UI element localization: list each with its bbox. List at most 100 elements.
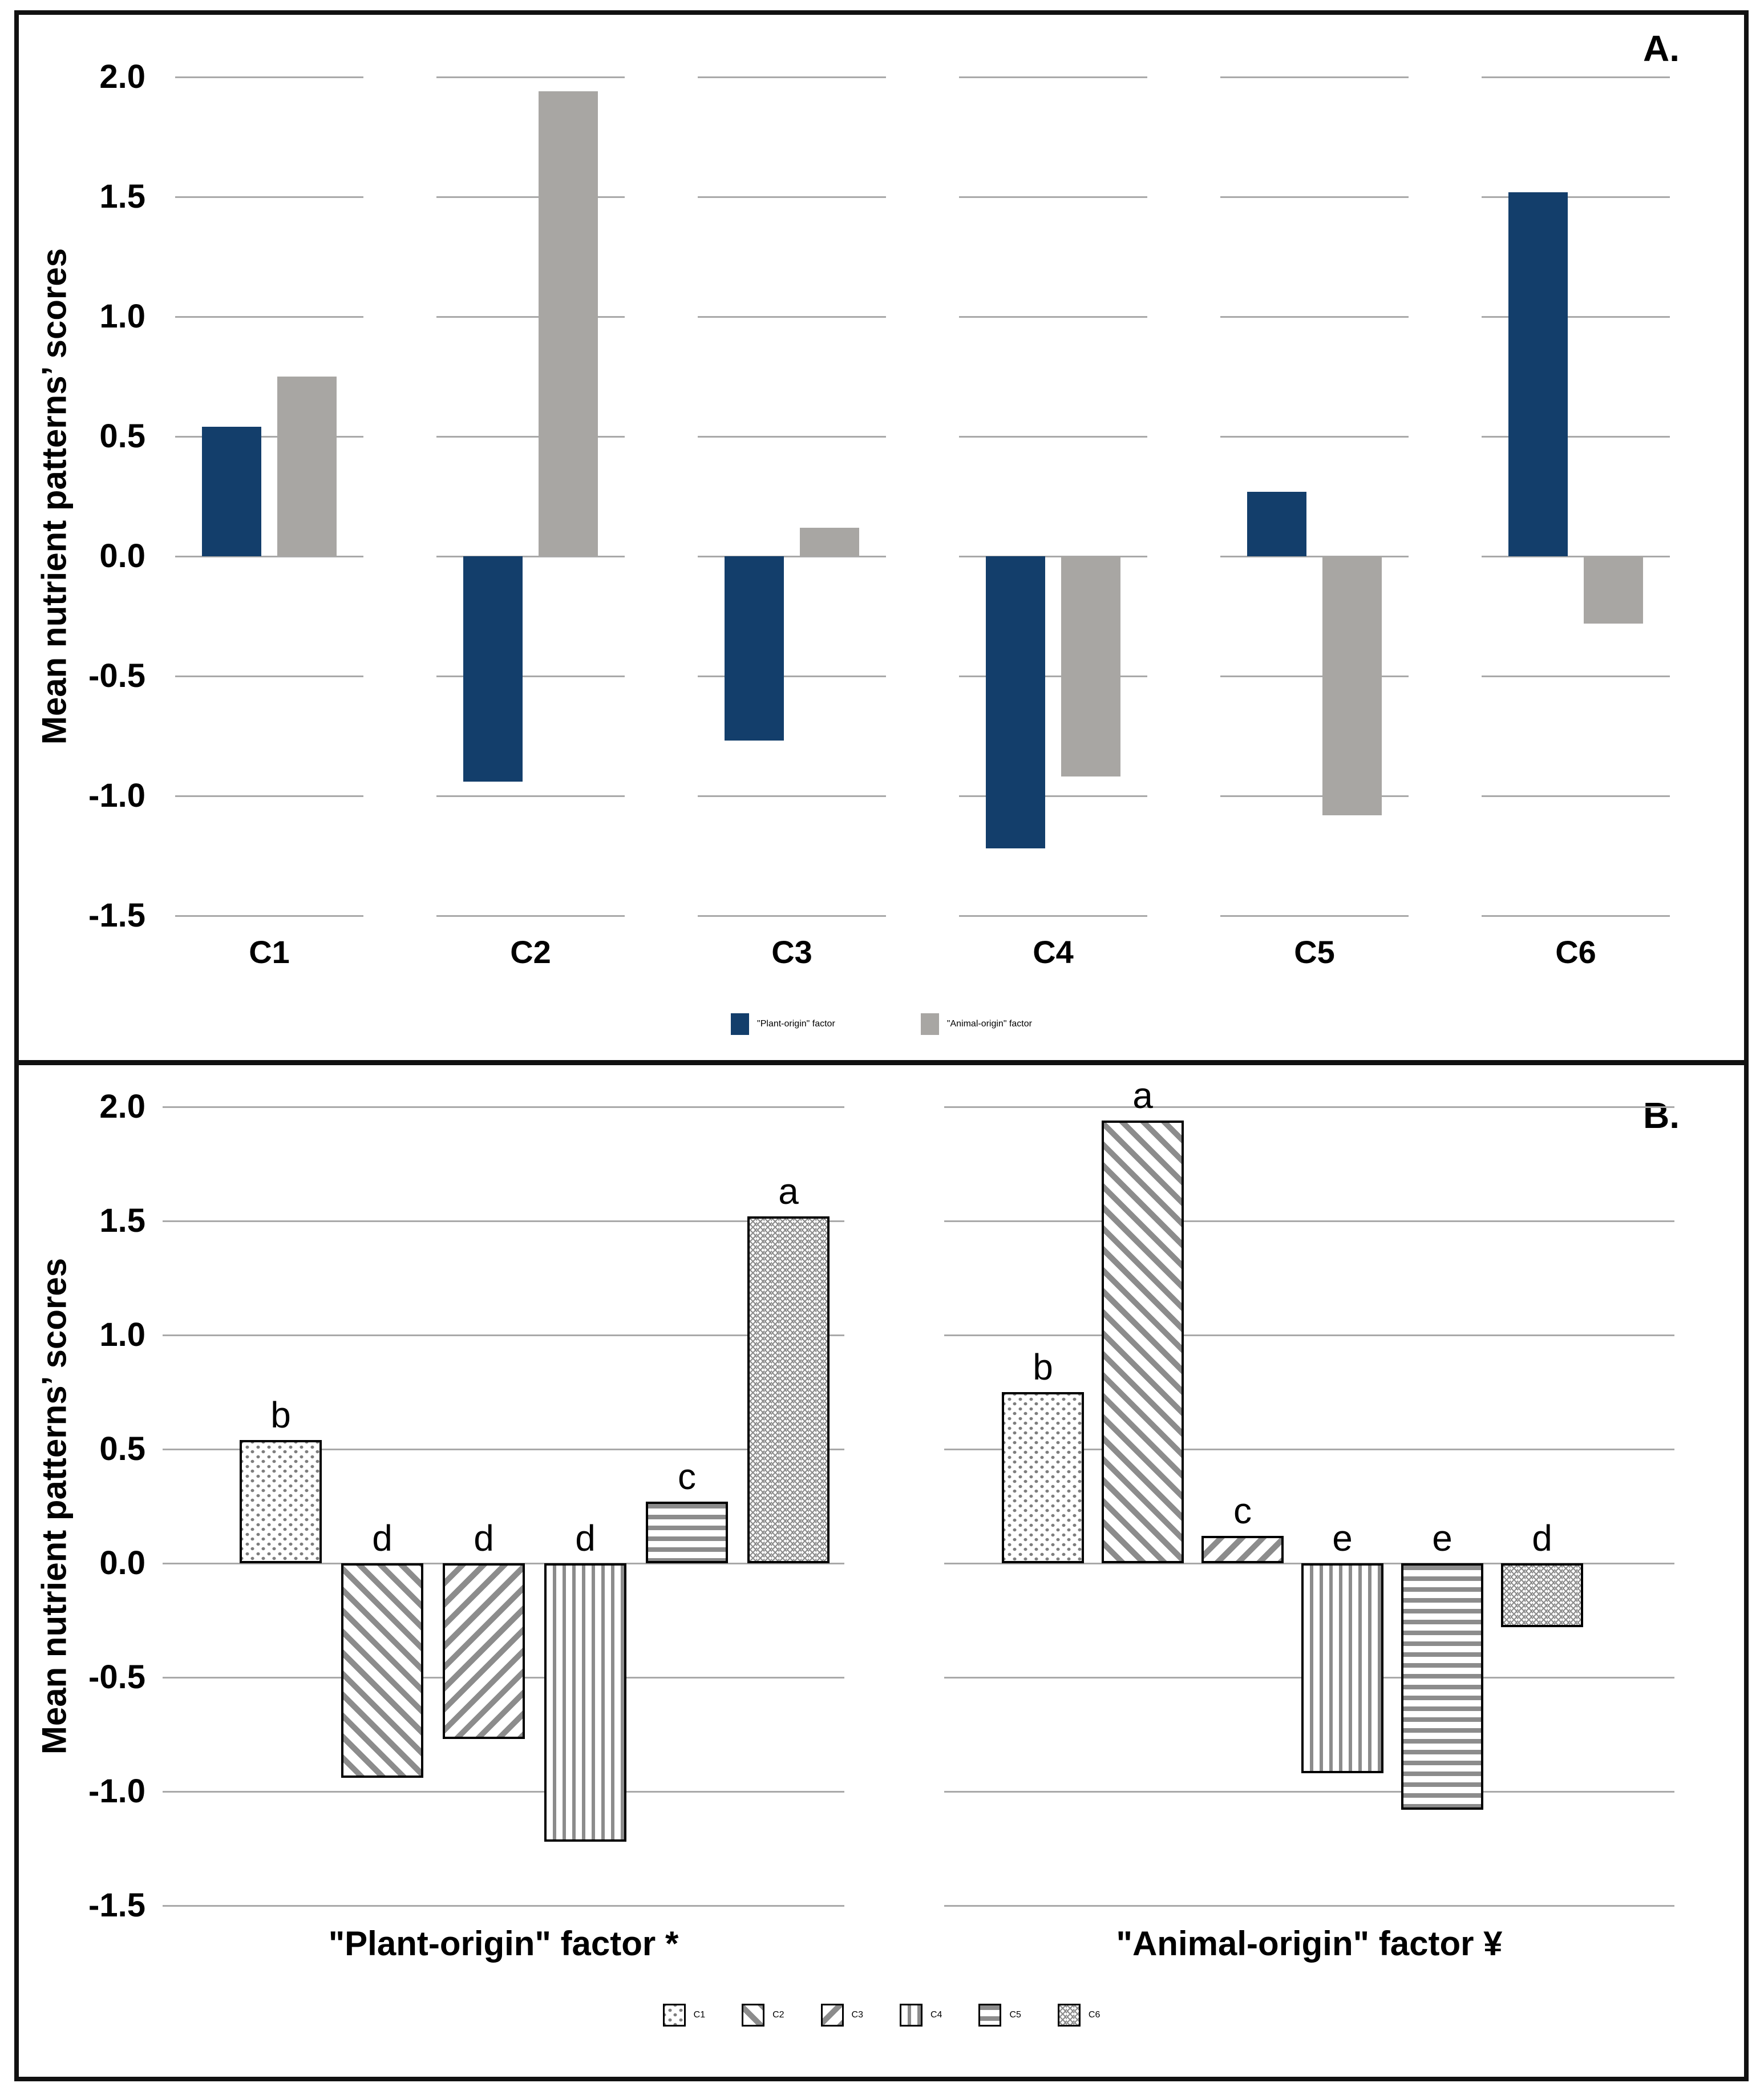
x-axis-group-label: "Plant-origin" factor * bbox=[328, 1924, 679, 1963]
bar-plant-c2 bbox=[341, 1563, 423, 1778]
gridline bbox=[959, 676, 1147, 677]
legend-item-label: C6 bbox=[1088, 2010, 1101, 2020]
legend-item-c5: C5 bbox=[978, 2004, 1021, 2027]
x-axis-category-label: C2 bbox=[510, 934, 551, 970]
legend-item-label: C3 bbox=[851, 2010, 863, 2020]
bar-c4-animal bbox=[1061, 556, 1120, 777]
gridline bbox=[175, 316, 363, 318]
legend-item-animal: "Animal-origin" factor bbox=[920, 1013, 1032, 1035]
significance-letter: c bbox=[678, 1456, 696, 1497]
gridline bbox=[163, 1791, 844, 1793]
gridline bbox=[1482, 915, 1670, 917]
gridline bbox=[959, 76, 1147, 78]
gridline bbox=[436, 676, 625, 677]
gridline bbox=[1482, 436, 1670, 438]
bar-c1-plant bbox=[202, 427, 261, 556]
gridline bbox=[1482, 196, 1670, 198]
y-axis-tick-label: 2.0 bbox=[99, 1088, 145, 1125]
x-axis-category-label: C1 bbox=[249, 934, 290, 970]
gridline bbox=[1220, 436, 1409, 438]
gridline bbox=[1220, 76, 1409, 78]
y-axis-tick-label: 1.5 bbox=[99, 1202, 145, 1239]
legend-item-plant: "Plant-origin" factor bbox=[731, 1013, 835, 1035]
gridline bbox=[944, 1334, 1674, 1336]
gridline bbox=[163, 1106, 844, 1108]
gridline bbox=[944, 1791, 1674, 1793]
gridline bbox=[1220, 676, 1409, 677]
gridline bbox=[959, 556, 1147, 557]
bar-c6-plant bbox=[1508, 192, 1568, 556]
panel-b-label: B. bbox=[1643, 1095, 1680, 1136]
bar-plant-c1 bbox=[240, 1440, 322, 1563]
bar-c4-plant bbox=[986, 556, 1045, 849]
bar-plant-c6 bbox=[747, 1216, 830, 1563]
x-axis-category-label: C5 bbox=[1294, 934, 1335, 970]
legend-item-c2: C2 bbox=[742, 2004, 784, 2027]
bar-c5-animal bbox=[1322, 556, 1382, 815]
gridline bbox=[959, 196, 1147, 198]
gridline bbox=[698, 316, 886, 318]
panel-a-legend: "Plant-origin" factor "Animal-origin" fac… bbox=[14, 1013, 1749, 1035]
significance-letter: b bbox=[1033, 1346, 1053, 1388]
gridline bbox=[436, 196, 625, 198]
y-axis-tick-label: -1.0 bbox=[88, 1773, 145, 1810]
gridline bbox=[1482, 795, 1670, 797]
y-axis-tick-label: -1.5 bbox=[88, 897, 145, 934]
bar-plant-c5 bbox=[646, 1502, 728, 1563]
gridline bbox=[944, 1220, 1674, 1222]
dotted-pattern-swatch-icon bbox=[662, 2004, 686, 2027]
gridline bbox=[436, 316, 625, 318]
legend-item-label: C1 bbox=[693, 2010, 706, 2020]
figure-frame bbox=[14, 10, 1749, 2081]
significance-letter: a bbox=[778, 1171, 799, 1212]
panel-divider bbox=[14, 1060, 1749, 1065]
diagonal-up-pattern-swatch-icon bbox=[820, 2004, 844, 2027]
y-axis-tick-label: 0.0 bbox=[99, 1544, 145, 1582]
bar-animal-c1 bbox=[1002, 1392, 1084, 1563]
significance-letter: d bbox=[372, 1518, 393, 1559]
y-axis-tick-label: -1.0 bbox=[88, 777, 145, 814]
vertical-stripes-pattern-swatch-icon bbox=[900, 2004, 923, 2027]
gridline bbox=[163, 1449, 844, 1450]
bar-plant-c3 bbox=[443, 1563, 525, 1739]
y-axis-tick-label: 0.5 bbox=[99, 418, 145, 455]
bar-c3-animal bbox=[800, 527, 859, 556]
bar-c3-plant bbox=[725, 556, 784, 741]
legend-item-c1: C1 bbox=[662, 2004, 706, 2027]
y-axis-tick-label: 1.0 bbox=[99, 1316, 145, 1353]
gridline bbox=[175, 556, 363, 557]
gridline bbox=[163, 1905, 844, 1907]
significance-letter: e bbox=[1332, 1518, 1353, 1559]
gridline bbox=[175, 795, 363, 797]
bar-c2-plant bbox=[463, 556, 523, 782]
legend-item-label: C4 bbox=[930, 2010, 942, 2020]
gridline bbox=[698, 196, 886, 198]
legend-item-label: "Animal-origin" factor bbox=[946, 1019, 1032, 1029]
gridline bbox=[436, 795, 625, 797]
y-axis-tick-label: 1.5 bbox=[99, 178, 145, 215]
bar-c5-plant bbox=[1247, 491, 1306, 556]
zigzag-pattern-swatch-icon bbox=[1057, 2004, 1081, 2027]
panel-a-label: A. bbox=[1643, 28, 1680, 69]
gridline bbox=[959, 795, 1147, 797]
legend-item-label: "Plant-origin" factor bbox=[757, 1019, 835, 1029]
gridline bbox=[698, 556, 886, 557]
gridline bbox=[175, 676, 363, 677]
y-axis-tick-label: 1.0 bbox=[99, 298, 145, 335]
horizontal-stripes-pattern-swatch-icon bbox=[978, 2004, 1002, 2027]
gridline bbox=[1220, 316, 1409, 318]
y-axis-tick-label: 0.5 bbox=[99, 1430, 145, 1467]
gridline bbox=[1482, 556, 1670, 557]
significance-letter: b bbox=[270, 1394, 291, 1435]
y-axis-tick-label: -1.5 bbox=[88, 1887, 145, 1924]
gridline bbox=[944, 1905, 1674, 1907]
plant-series-swatch-icon bbox=[731, 1013, 750, 1035]
x-axis-category-label: C6 bbox=[1555, 934, 1596, 970]
bar-animal-c2 bbox=[1102, 1121, 1184, 1563]
x-axis-category-label: C3 bbox=[771, 934, 812, 970]
gridline bbox=[436, 556, 625, 557]
gridline bbox=[163, 1334, 844, 1336]
gridline bbox=[175, 196, 363, 198]
legend-item-c4: C4 bbox=[900, 2004, 942, 2027]
x-axis-category-label: C4 bbox=[1033, 934, 1074, 970]
